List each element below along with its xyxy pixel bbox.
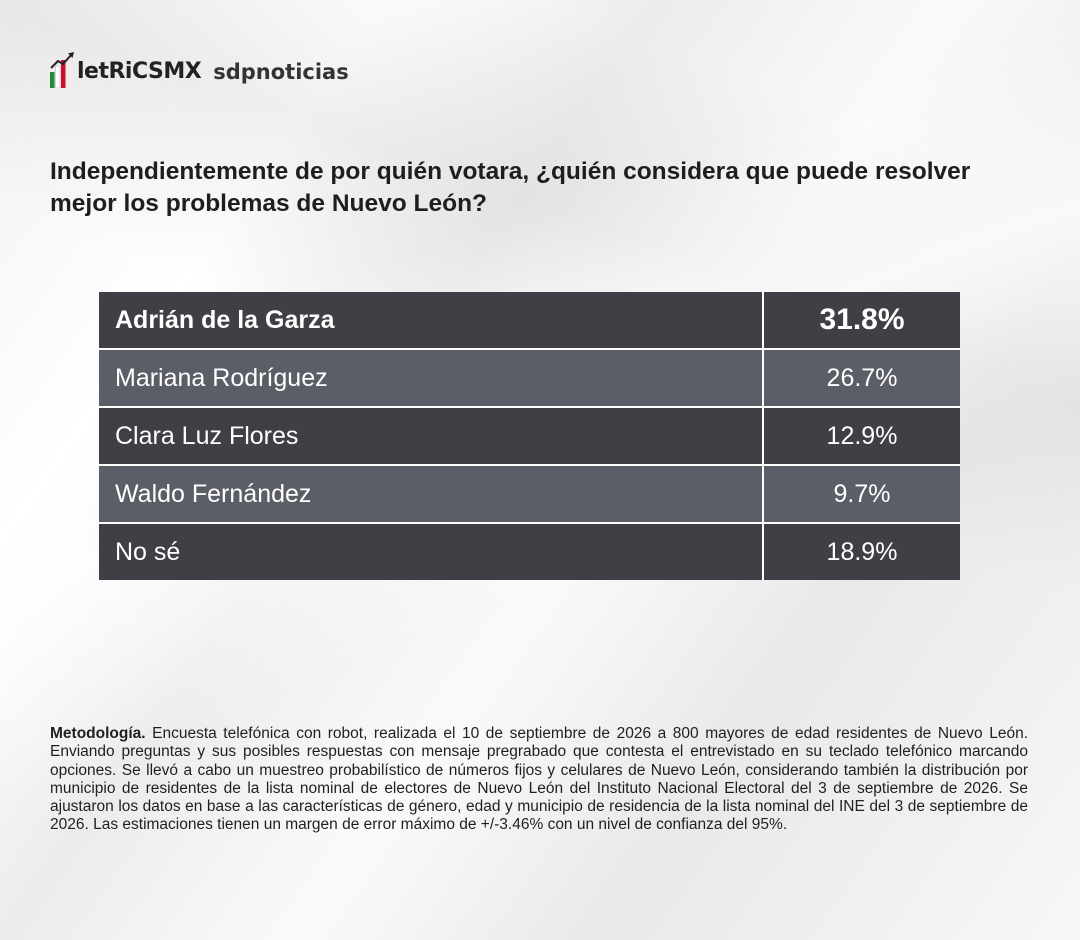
result-option-label: Mariana Rodríguez (99, 349, 764, 408)
result-row: Waldo Fernández 9.7% (99, 465, 960, 524)
result-percentage: 18.9% (763, 523, 960, 580)
methodology-text: Encuesta telefónica con robot, realizada… (50, 725, 1028, 834)
result-row: Clara Luz Flores 12.9% (99, 407, 960, 466)
results-table: Adrián de la Garza 31.8% Mariana Rodríguez… (99, 292, 960, 580)
result-option-label: Waldo Fernández (99, 465, 764, 524)
results-table-body: Adrián de la Garza 31.8% Mariana Rodríguez… (99, 292, 960, 580)
result-percentage: 26.7% (763, 349, 960, 408)
metricsmx-logo-mark-icon (50, 52, 74, 88)
result-row: Mariana Rodríguez 26.7% (99, 349, 960, 408)
result-percentage: 9.7% (763, 465, 960, 524)
metricsmx-logo: letRiCSMX (50, 48, 202, 88)
survey-question: Independientemente de por quién votara, … (50, 158, 971, 217)
result-option-label: Clara Luz Flores (99, 407, 764, 466)
result-percentage: 31.8% (763, 292, 960, 350)
result-option-label: No sé (99, 523, 764, 580)
methodology-lead: Metodología. (50, 725, 146, 742)
header-logos: letRiCSMX sdpnoticias (50, 44, 349, 88)
result-row: Adrián de la Garza 31.8% (99, 292, 960, 350)
methodology-note: Metodología. Encuesta telefónica con rob… (50, 725, 1028, 835)
result-row: No sé 18.9% (99, 523, 960, 580)
result-option-label: Adrián de la Garza (99, 292, 764, 350)
metricsmx-wordmark: letRiCSMX (77, 59, 202, 84)
sdpnoticias-logo: sdpnoticias (213, 60, 349, 84)
result-percentage: 12.9% (763, 407, 960, 466)
